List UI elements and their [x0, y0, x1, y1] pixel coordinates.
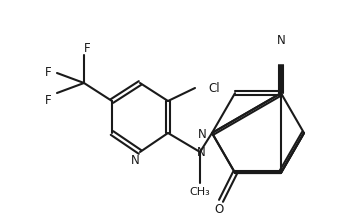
Text: F: F: [84, 41, 90, 54]
Text: CH₃: CH₃: [190, 187, 210, 197]
Text: N: N: [198, 128, 206, 140]
Text: F: F: [45, 66, 51, 79]
Text: F: F: [45, 94, 51, 107]
Text: N: N: [197, 146, 205, 159]
Text: O: O: [214, 203, 223, 216]
Text: N: N: [131, 153, 139, 166]
Text: N: N: [277, 34, 285, 47]
Text: Cl: Cl: [208, 82, 220, 94]
